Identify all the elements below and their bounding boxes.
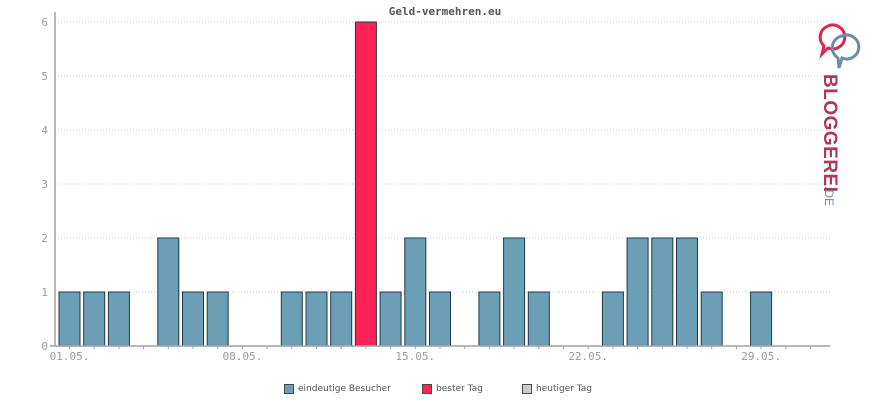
logo-suffix: .DE [822, 186, 836, 206]
bar [700, 291, 723, 347]
bar [107, 291, 130, 347]
bar-chart: Geld-vermehren.eu 0 1 2 3 4 5 6 01.05. 08.05. 15… [41, 5, 830, 363]
bar [330, 291, 353, 347]
y-tick-label: 1 [41, 286, 48, 299]
bar [305, 291, 328, 347]
y-tick-labels: 0 1 2 3 4 5 6 [41, 16, 48, 353]
legend-label: bester Tag [436, 384, 483, 394]
axes [50, 12, 830, 349]
bars [58, 21, 773, 347]
bloggerei-logo-icon [818, 23, 861, 69]
legend-swatch [284, 384, 294, 394]
y-tick-label: 3 [41, 178, 48, 191]
bar [404, 237, 427, 347]
legend-item-best-day: bester Tag [422, 384, 483, 394]
bar [601, 291, 624, 347]
bloggerei-logo: BLOGGEREI .DE [812, 18, 868, 218]
bar [280, 291, 303, 347]
logo-text: BLOGGEREI [819, 74, 840, 193]
bar [651, 237, 674, 347]
bar [478, 291, 501, 347]
y-tick-label: 4 [41, 124, 48, 137]
chart-title: Geld-vermehren.eu [389, 5, 502, 18]
bar [676, 237, 698, 347]
y-tick-label: 6 [41, 16, 48, 29]
bar [206, 291, 229, 347]
legend: eindeutige Besucher bester Tag heutiger … [0, 384, 870, 400]
bar [83, 291, 106, 347]
legend-item-today: heutiger Tag [522, 384, 592, 394]
x-tick-label: 08.05. [223, 350, 263, 363]
x-tick-labels: 01.05. 08.05. 15.05. 22.05. 29.05. [50, 350, 781, 363]
y-tick-label: 0 [41, 340, 48, 353]
legend-label: eindeutige Besucher [298, 384, 391, 394]
legend-item-unique-visitors: eindeutige Besucher [284, 384, 391, 394]
bar [58, 291, 81, 347]
x-tick-label: 29.05. [741, 350, 781, 363]
bar [503, 237, 526, 347]
bar [750, 291, 773, 347]
bar [182, 291, 204, 347]
x-tick-label: 22.05. [568, 350, 608, 363]
y-tick-label: 2 [41, 232, 48, 245]
bar [354, 21, 377, 347]
x-tick-label: 01.05. [50, 350, 90, 363]
legend-label: heutiger Tag [536, 384, 593, 394]
x-tick-label: 15.05. [395, 350, 435, 363]
legend-swatch [522, 384, 532, 394]
y-tick-label: 5 [41, 70, 48, 83]
bar [379, 291, 402, 347]
bar [626, 237, 649, 347]
legend-swatch [422, 384, 432, 394]
bar [429, 291, 451, 347]
bar [527, 291, 550, 347]
bar [157, 237, 180, 347]
